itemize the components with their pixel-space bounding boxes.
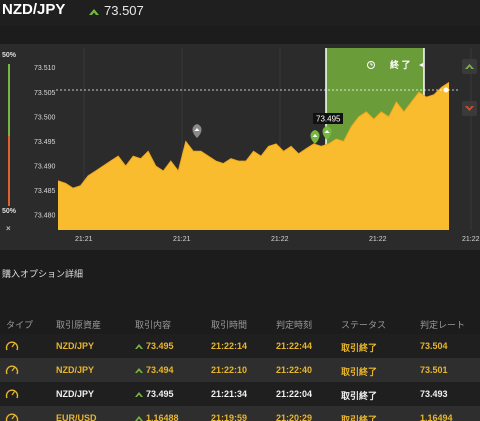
sentiment-gauge: 50% 50% × bbox=[0, 44, 18, 236]
col-judge-rate: 判定レート bbox=[420, 320, 466, 330]
judge-rate-cell: 73.501 bbox=[420, 365, 448, 375]
up-arrow-icon bbox=[135, 368, 143, 373]
gauge-icon bbox=[5, 341, 19, 351]
price-area bbox=[58, 82, 449, 231]
header-bar: NZD/JPY 73.507 bbox=[0, 0, 480, 26]
col-asset: 取引原資産 bbox=[56, 320, 102, 330]
gauge-icon bbox=[5, 365, 19, 375]
judge-time-cell: 21:20:29 bbox=[276, 413, 313, 421]
x-axis: 21:21 21:21 21:22 21:22 21:22 bbox=[75, 236, 480, 243]
y-axis: 73.510 73.505 73.500 73.495 73.490 73.485 73.4… bbox=[34, 65, 56, 220]
table-row[interactable]: NZD/JPY 73.495 21:22:14 21:22:44 取引終了 73.504 bbox=[0, 334, 480, 358]
put-button[interactable] bbox=[462, 101, 477, 116]
up-arrow-icon bbox=[135, 344, 143, 349]
up-arrow-icon bbox=[465, 64, 474, 69]
asset-cell: NZD/JPY bbox=[56, 341, 95, 351]
judge-rate-cell: 1.16494 bbox=[420, 413, 453, 421]
judge-rate-cell: 73.504 bbox=[420, 341, 448, 351]
arrow-left-icon bbox=[419, 63, 423, 67]
up-arrow-icon bbox=[135, 392, 143, 397]
chart-area: 73.510 73.505 73.500 73.495 73.490 73.485 73.4… bbox=[0, 44, 480, 250]
y-tick-label: 73.505 bbox=[34, 90, 56, 97]
current-price-dot bbox=[443, 87, 449, 93]
judge-time-cell: 21:22:04 bbox=[276, 389, 313, 399]
table-header: タイプ 取引原資産 取引内容 取引時間 判定時刻 ステータス 判定レート bbox=[0, 312, 480, 334]
end-label-group: 終 了 bbox=[367, 59, 423, 70]
table-row[interactable]: NZD/JPY 73.494 21:22:10 21:22:40 取引終了 73.501 bbox=[0, 358, 480, 382]
trade-time-cell: 21:22:10 bbox=[211, 365, 248, 375]
judge-time-cell: 21:22:44 bbox=[276, 341, 313, 351]
y-tick-label: 73.510 bbox=[34, 65, 56, 72]
judge-rate-cell: 73.493 bbox=[420, 389, 448, 399]
asset-cell: EUR/USD bbox=[56, 413, 97, 421]
currency-pair-title: NZD/JPY bbox=[2, 1, 66, 18]
up-arrow-icon bbox=[89, 9, 99, 15]
entry-rate-cell: 73.494 bbox=[146, 365, 174, 375]
asset-cell: NZD/JPY bbox=[56, 389, 95, 399]
trade-time-cell: 21:22:14 bbox=[211, 341, 248, 351]
y-tick-label: 73.485 bbox=[34, 188, 56, 195]
section-title: 購入オプション詳細 bbox=[2, 269, 84, 279]
trade-time-cell: 21:21:34 bbox=[211, 389, 248, 399]
col-status: ステータス bbox=[341, 320, 387, 330]
x-tick-label: 21:21 bbox=[173, 236, 191, 243]
trade-time-cell: 21:19:59 bbox=[211, 413, 248, 421]
table-row[interactable]: EUR/USD 1.16488 21:19:59 21:20:29 取引終了 1.1649… bbox=[0, 406, 480, 421]
rate-tooltip-text: 73.495 bbox=[316, 115, 341, 124]
gauge-top-label: 50% bbox=[2, 52, 17, 59]
table-row[interactable]: NZD/JPY 73.495 21:21:34 21:22:04 取引終了 73.493 bbox=[0, 382, 480, 406]
entry-rate-cell: 1.16488 bbox=[146, 413, 179, 421]
close-icon[interactable]: × bbox=[6, 224, 11, 233]
price-chart: 73.510 73.505 73.500 73.495 73.490 73.485 73.4… bbox=[34, 48, 480, 243]
gauge-icon bbox=[5, 389, 19, 399]
gauge-bottom-label: 50% bbox=[2, 208, 17, 215]
down-arrow-icon bbox=[465, 106, 474, 111]
entry-rate-cell: 73.495 bbox=[146, 389, 174, 399]
status-cell: 取引終了 bbox=[341, 343, 378, 353]
clock-icon bbox=[367, 61, 375, 69]
judge-time-cell: 21:22:40 bbox=[276, 365, 313, 375]
y-tick-label: 73.500 bbox=[34, 114, 56, 121]
gauge-icon bbox=[5, 413, 19, 421]
pin-marker-gray bbox=[192, 124, 202, 138]
gauge-up-bar bbox=[8, 64, 10, 136]
pin-marker-green bbox=[322, 126, 332, 140]
up-arrow-icon bbox=[135, 416, 143, 421]
status-cell: 取引終了 bbox=[341, 391, 378, 401]
x-tick-label: 21:22 bbox=[462, 236, 480, 243]
price-line bbox=[57, 81, 450, 189]
y-tick-label: 73.490 bbox=[34, 164, 56, 171]
col-entry: 取引内容 bbox=[135, 320, 172, 330]
pin-marker-green bbox=[310, 130, 320, 144]
x-tick-label: 21:21 bbox=[75, 236, 93, 243]
col-judge-time: 判定時刻 bbox=[276, 320, 313, 330]
x-tick-label: 21:22 bbox=[271, 236, 289, 243]
x-tick-label: 21:22 bbox=[369, 236, 387, 243]
asset-cell: NZD/JPY bbox=[56, 365, 95, 375]
y-tick-label: 73.480 bbox=[34, 213, 56, 220]
rate-tooltip: 73.495 bbox=[313, 113, 343, 124]
trade-end-label: 終 了 bbox=[390, 59, 411, 70]
col-trade-time: 取引時間 bbox=[211, 320, 248, 330]
current-rate: 73.507 bbox=[104, 3, 144, 18]
status-cell: 取引終了 bbox=[341, 367, 378, 377]
call-button[interactable] bbox=[462, 59, 477, 74]
status-cell: 取引終了 bbox=[341, 415, 378, 421]
y-tick-label: 73.495 bbox=[34, 139, 56, 146]
gauge-down-bar bbox=[8, 136, 10, 206]
col-type: タイプ bbox=[6, 320, 34, 330]
entry-rate-cell: 73.495 bbox=[146, 341, 174, 351]
